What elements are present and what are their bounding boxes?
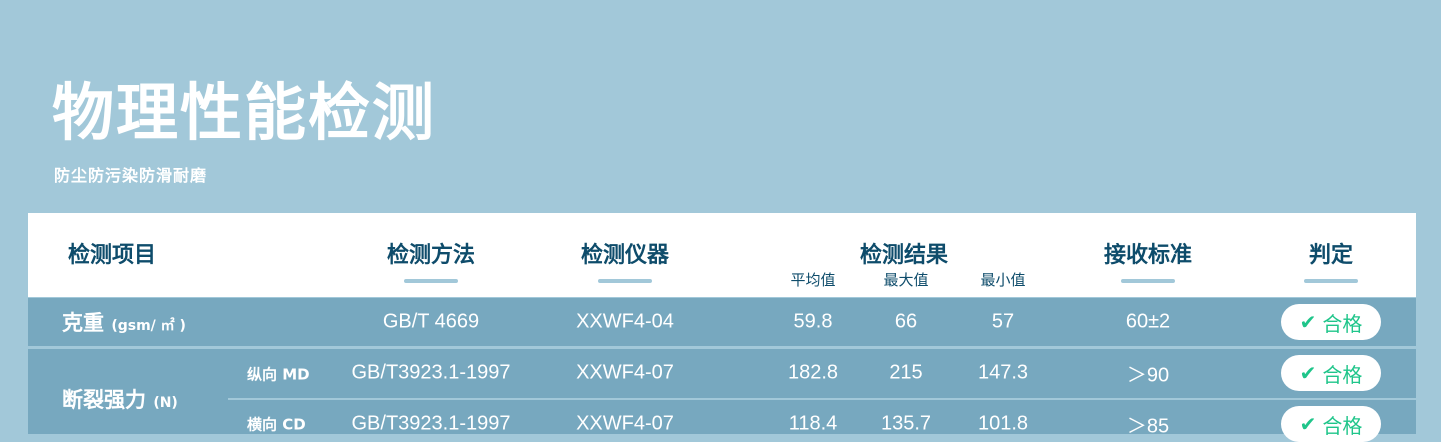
header-underline (1304, 279, 1358, 283)
standard-cell: 60±2 (1125, 310, 1171, 333)
check-icon: ✔ (1299, 412, 1317, 436)
min-cell: 101.8 (977, 412, 1029, 435)
header-underline (598, 279, 652, 283)
check-icon: ✔ (1299, 310, 1317, 334)
item-label: 克重 (gsm/ ㎡ ) (62, 311, 186, 335)
page-subtitle: 防尘防污染防滑耐磨 (54, 166, 208, 185)
test-table: 检测项目 检测方法 检测仪器 检测结果 平均值 最大值 最小值 接收标准 判定 … (28, 213, 1416, 442)
min-cell: 57 (991, 310, 1015, 333)
max-cell: 66 (894, 310, 918, 333)
header-standard: 接收标准 (1103, 243, 1193, 268)
instrument-cell: XXWF4-04 (576, 310, 674, 333)
header-item: 检测项目 (67, 243, 157, 268)
method-cell: GB/T 4669 (382, 310, 480, 333)
standard-cell: ＞90 (1126, 364, 1170, 387)
header-min: 最小值 (980, 271, 1026, 289)
header-judgement: 判定 (1308, 243, 1354, 268)
instrument-cell: XXWF4-07 (576, 361, 674, 384)
judgement-text: 合格 (1322, 311, 1363, 336)
header-instrument: 检测仪器 (580, 243, 670, 268)
table-header: 检测项目 检测方法 检测仪器 检测结果 平均值 最大值 最小值 接收标准 判定 (28, 213, 1416, 297)
item-label: 断裂强力 (N) (62, 388, 178, 412)
max-cell: 215 (889, 361, 923, 384)
row-divider (228, 398, 1416, 400)
pass-badge: ✔ 合格 (1281, 406, 1381, 442)
instrument-cell: XXWF4-07 (576, 412, 674, 435)
header-avg: 平均值 (790, 271, 836, 289)
header-max: 最大值 (883, 271, 929, 289)
avg-cell: 59.8 (793, 310, 833, 333)
standard-cell: ＞85 (1126, 415, 1170, 438)
method-cell: GB/T3923.1-1997 (351, 361, 511, 384)
min-cell: 147.3 (977, 361, 1029, 384)
check-icon: ✔ (1299, 361, 1317, 385)
judgement-text: 合格 (1322, 362, 1363, 387)
page-title: 物理性能检测 (52, 76, 437, 149)
max-cell: 135.7 (880, 412, 932, 435)
direction-label: 横向 CD (247, 415, 306, 434)
avg-cell: 118.4 (788, 412, 838, 435)
pass-badge: ✔ 合格 (1281, 355, 1381, 391)
header-result: 检测结果 (859, 243, 949, 268)
method-cell: GB/T3923.1-1997 (351, 412, 511, 435)
pass-badge: ✔ 合格 (1281, 304, 1381, 340)
avg-cell: 182.8 (787, 361, 839, 384)
header-method: 检测方法 (386, 243, 476, 268)
judgement-text: 合格 (1322, 413, 1363, 438)
table-row-group: 断裂强力 (N) 纵向 MD GB/T3923.1-1997 XXWF4-07 … (28, 349, 1416, 442)
header-underline (404, 279, 458, 283)
table-row: 克重 (gsm/ ㎡ ) GB/T 4669 XXWF4-04 59.8 66 … (28, 298, 1416, 346)
header-underline (1121, 279, 1175, 283)
direction-label: 纵向 MD (247, 365, 310, 384)
